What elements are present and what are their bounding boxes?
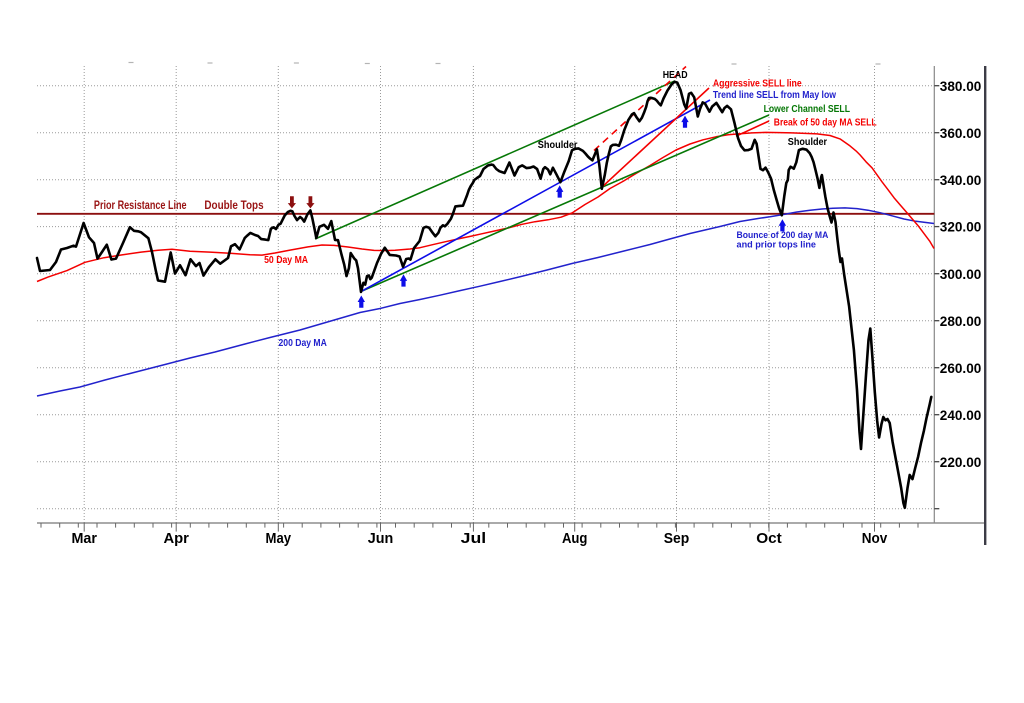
svg-text:Jul: Jul (461, 530, 487, 547)
svg-text:320.00: 320.00 (940, 219, 982, 235)
svg-text:Nov: Nov (862, 530, 888, 547)
svg-text:280.00: 280.00 (940, 313, 982, 329)
svg-text:Jun: Jun (368, 530, 394, 547)
svg-text:HEAD: HEAD (663, 70, 688, 81)
svg-text:240.00: 240.00 (940, 407, 982, 423)
svg-text:May: May (266, 530, 292, 547)
svg-text:380.00: 380.00 (940, 78, 982, 94)
svg-text:Shoulder: Shoulder (788, 137, 827, 148)
svg-text:Prior Resistance Line: Prior Resistance Line (94, 198, 187, 212)
svg-text:300.00: 300.00 (940, 266, 982, 282)
svg-text:360.00: 360.00 (940, 125, 982, 141)
svg-text:Bounce of 200 day MA: Bounce of 200 day MA (737, 230, 829, 240)
svg-text:Sep: Sep (664, 530, 690, 547)
svg-text:220.00: 220.00 (940, 454, 982, 470)
svg-text:Oct: Oct (756, 530, 782, 547)
svg-text:Aug: Aug (562, 530, 588, 547)
svg-text:340.00: 340.00 (940, 172, 982, 188)
svg-text:and prior tops line: and prior tops line (737, 240, 817, 250)
svg-text:Break of 50 day MA SELL: Break of 50 day MA SELL (774, 118, 877, 129)
svg-text:Mar: Mar (71, 530, 97, 547)
svg-text:Trend line SELL from May low: Trend line SELL from May low (713, 90, 836, 101)
svg-text:Lower Channel SELL: Lower Channel SELL (764, 104, 850, 115)
svg-text:50 Day MA: 50 Day MA (264, 255, 308, 266)
svg-text:Shoulder: Shoulder (538, 140, 578, 151)
svg-text:Double Tops: Double Tops (204, 198, 263, 212)
svg-text:200 Day MA: 200 Day MA (279, 338, 327, 349)
svg-text:Apr: Apr (163, 530, 189, 547)
svg-text:Aggressive SELL line: Aggressive SELL line (713, 79, 802, 90)
svg-text:260.00: 260.00 (940, 360, 982, 376)
